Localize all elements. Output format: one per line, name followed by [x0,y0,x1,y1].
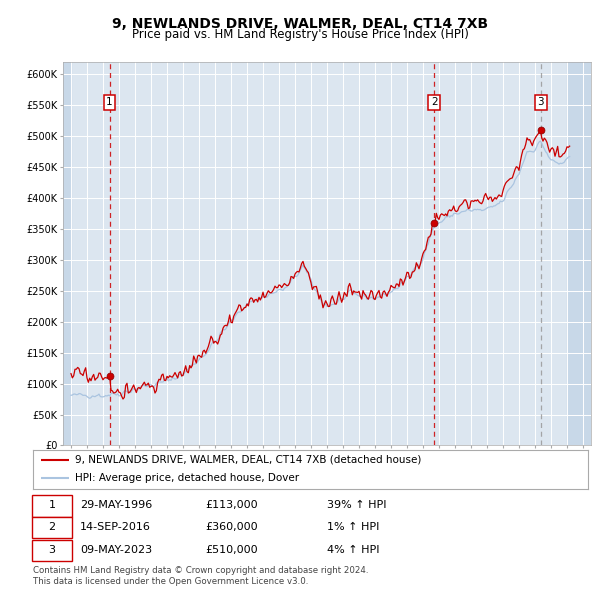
Text: 1: 1 [106,97,113,107]
Text: Contains HM Land Registry data © Crown copyright and database right 2024.
This d: Contains HM Land Registry data © Crown c… [33,566,368,586]
FancyBboxPatch shape [32,517,72,538]
Text: HPI: Average price, detached house, Dover: HPI: Average price, detached house, Dove… [74,473,299,483]
Text: 1: 1 [49,500,55,510]
Text: Price paid vs. HM Land Registry's House Price Index (HPI): Price paid vs. HM Land Registry's House … [131,28,469,41]
Text: 39% ↑ HPI: 39% ↑ HPI [327,500,386,510]
Text: 2: 2 [49,522,55,532]
Bar [63,62,71,445]
Text: 2: 2 [431,97,437,107]
Text: 3: 3 [49,545,55,555]
Text: £360,000: £360,000 [205,522,257,532]
Text: 09-MAY-2023: 09-MAY-2023 [80,545,152,555]
Text: 9, NEWLANDS DRIVE, WALMER, DEAL, CT14 7XB (detached house): 9, NEWLANDS DRIVE, WALMER, DEAL, CT14 7X… [74,455,421,465]
Text: 9, NEWLANDS DRIVE, WALMER, DEAL, CT14 7XB: 9, NEWLANDS DRIVE, WALMER, DEAL, CT14 7X… [112,17,488,31]
Text: £113,000: £113,000 [205,500,257,510]
Text: 3: 3 [538,97,544,107]
Text: 4% ↑ HPI: 4% ↑ HPI [327,545,380,555]
FancyBboxPatch shape [32,495,72,517]
Text: 1% ↑ HPI: 1% ↑ HPI [327,522,380,532]
Text: £510,000: £510,000 [205,545,257,555]
Bar [567,62,591,445]
FancyBboxPatch shape [32,540,72,561]
Text: 29-MAY-1996: 29-MAY-1996 [80,500,152,510]
Text: 14-SEP-2016: 14-SEP-2016 [80,522,151,532]
